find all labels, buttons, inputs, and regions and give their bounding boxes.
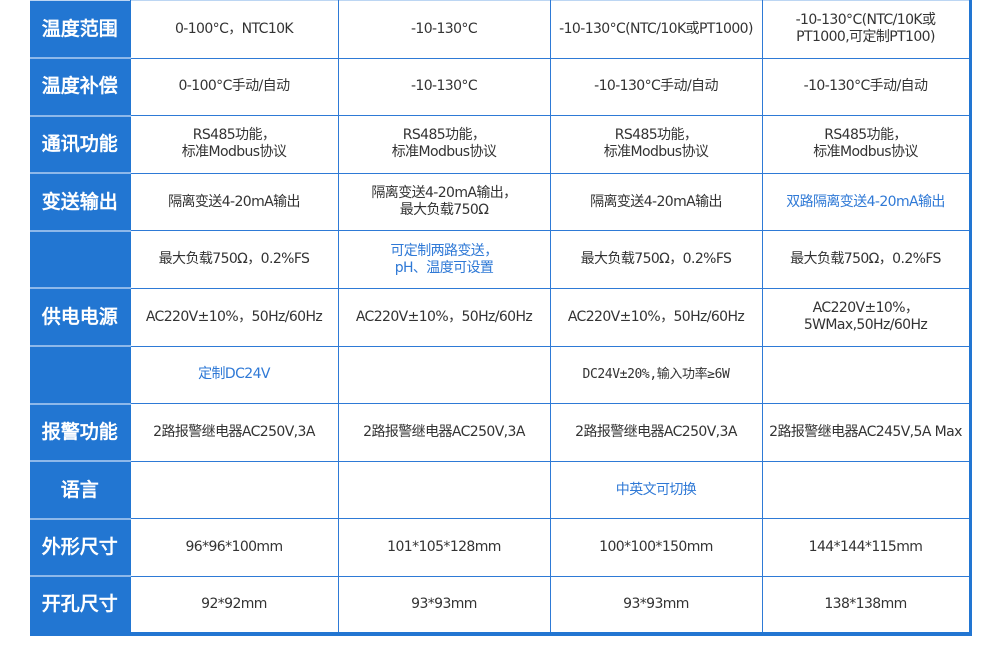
spec-cell: RS485功能， 标准Modbus协议 xyxy=(549,115,763,174)
row-label: 开孔尺寸 xyxy=(30,575,131,635)
spec-cell: 0-100°C，NTC10K xyxy=(129,0,339,59)
row-label: 变送输出 xyxy=(30,172,131,232)
spec-cell: RS485功能， 标准Modbus协议 xyxy=(129,115,339,174)
spec-cell: -10-130°C(NTC/10K或 PT1000,可定制PT100) xyxy=(761,0,971,59)
spec-cell xyxy=(337,345,551,405)
spec-cell: 中英文可切换 xyxy=(549,460,763,520)
row-label: 供电电源 xyxy=(30,287,131,348)
spec-cell: 2路报警继电器AC250V,3A xyxy=(129,403,339,462)
spec-cell: 最大负载750Ω，0.2%FS xyxy=(129,230,339,289)
row-label: 报警功能 xyxy=(30,403,131,463)
spec-cell: 96*96*100mm xyxy=(129,518,339,577)
spec-cell: -10-130°C手动/自动 xyxy=(549,57,763,117)
spec-row: 外形尺寸 96*96*100mm 101*105*128mm 100*100*150m… xyxy=(30,518,971,578)
row-label xyxy=(30,345,131,405)
spec-cell: AC220V±10%，50Hz/60Hz xyxy=(549,287,763,347)
spec-cell xyxy=(761,345,971,405)
spec-row: 温度范围 0-100°C，NTC10K -10-130°C -10-130°C(NTC… xyxy=(30,0,971,60)
row-label: 通讯功能 xyxy=(30,115,131,175)
row-label xyxy=(30,230,131,290)
spec-row: 定制DC24V DC24V±20%,输入功率≥6W xyxy=(30,345,971,405)
spec-cell: 101*105*128mm xyxy=(337,518,551,577)
spec-row: 最大负载750Ω，0.2%FS 可定制两路变送， pH、温度可设置 最大负载750Ω… xyxy=(30,230,971,290)
row-label: 外形尺寸 xyxy=(30,518,131,578)
spec-cell: 隔离变送4-20mA输出 xyxy=(129,172,339,232)
spec-cell xyxy=(337,460,551,520)
spec-cell: 0-100°C手动/自动 xyxy=(129,57,339,117)
spec-row: 开孔尺寸 92*92mm 93*93mm 93*93mm 138*138mm xyxy=(30,575,971,635)
row-label: 语言 xyxy=(30,460,131,520)
spec-cell: -10-130°C xyxy=(337,57,551,117)
spec-cell: 隔离变送4-20mA输出， 最大负载750Ω xyxy=(337,172,551,232)
spec-row: 通讯功能 RS485功能， 标准Modbus协议 RS485功能， 标准Modbus… xyxy=(30,115,971,175)
spec-table: 温度范围 0-100°C，NTC10K -10-130°C -10-130°C(NTC… xyxy=(30,0,972,637)
spec-row: 供电电源 AC220V±10%，50Hz/60Hz AC220V±10%，50Hz/… xyxy=(30,287,971,348)
spec-cell: AC220V±10%，50Hz/60Hz xyxy=(129,287,339,347)
spec-cell: 最大负载750Ω，0.2%FS xyxy=(549,230,763,289)
spec-cell: 隔离变送4-20mA输出 xyxy=(549,172,763,232)
spec-cell: 100*100*150mm xyxy=(549,518,763,577)
spec-cell: DC24V±20%,输入功率≥6W xyxy=(549,345,763,405)
spec-row: 报警功能 2路报警继电器AC250V,3A 2路报警继电器AC250V,3A 2路报警… xyxy=(30,403,971,463)
spec-cell: -10-130°C(NTC/10K或PT1000) xyxy=(549,0,763,59)
spec-row: 语言 中英文可切换 xyxy=(30,460,971,520)
spec-cell: 2路报警继电器AC250V,3A xyxy=(337,403,551,462)
spec-cell xyxy=(129,460,339,520)
spec-cell: 定制DC24V xyxy=(129,345,339,405)
spec-cell: AC220V±10%，50Hz/60Hz xyxy=(337,287,551,347)
spec-cell: RS485功能， 标准Modbus协议 xyxy=(761,115,971,174)
spec-cell: RS485功能， 标准Modbus协议 xyxy=(337,115,551,174)
spec-cell: 138*138mm xyxy=(761,575,971,635)
spec-cell: 最大负载750Ω，0.2%FS xyxy=(761,230,971,289)
spec-cell: 144*144*115mm xyxy=(761,518,971,577)
spec-cell: -10-130°C手动/自动 xyxy=(761,57,971,117)
spec-cell: 93*93mm xyxy=(337,575,551,635)
spec-cell: 2路报警继电器AC245V,5A Max xyxy=(761,403,971,462)
spec-cell: 双路隔离变送4-20mA输出 xyxy=(761,172,971,232)
spec-cell: 可定制两路变送， pH、温度可设置 xyxy=(337,230,551,289)
spec-cell: 93*93mm xyxy=(549,575,763,635)
spec-cell: -10-130°C xyxy=(337,0,551,59)
row-label: 温度补偿 xyxy=(30,57,131,117)
spec-cell: 2路报警继电器AC250V,3A xyxy=(549,403,763,462)
spec-cell xyxy=(761,460,971,520)
spec-cell: 92*92mm xyxy=(129,575,339,635)
spec-row: 变送输出 隔离变送4-20mA输出 隔离变送4-20mA输出， 最大负载750Ω 隔离… xyxy=(30,172,971,232)
row-label: 温度范围 xyxy=(30,0,131,60)
spec-cell: AC220V±10%， 5WMax,50Hz/60Hz xyxy=(761,287,971,347)
spec-row: 温度补偿 0-100°C手动/自动 -10-130°C -10-130°C手动/自动 -… xyxy=(30,57,971,117)
